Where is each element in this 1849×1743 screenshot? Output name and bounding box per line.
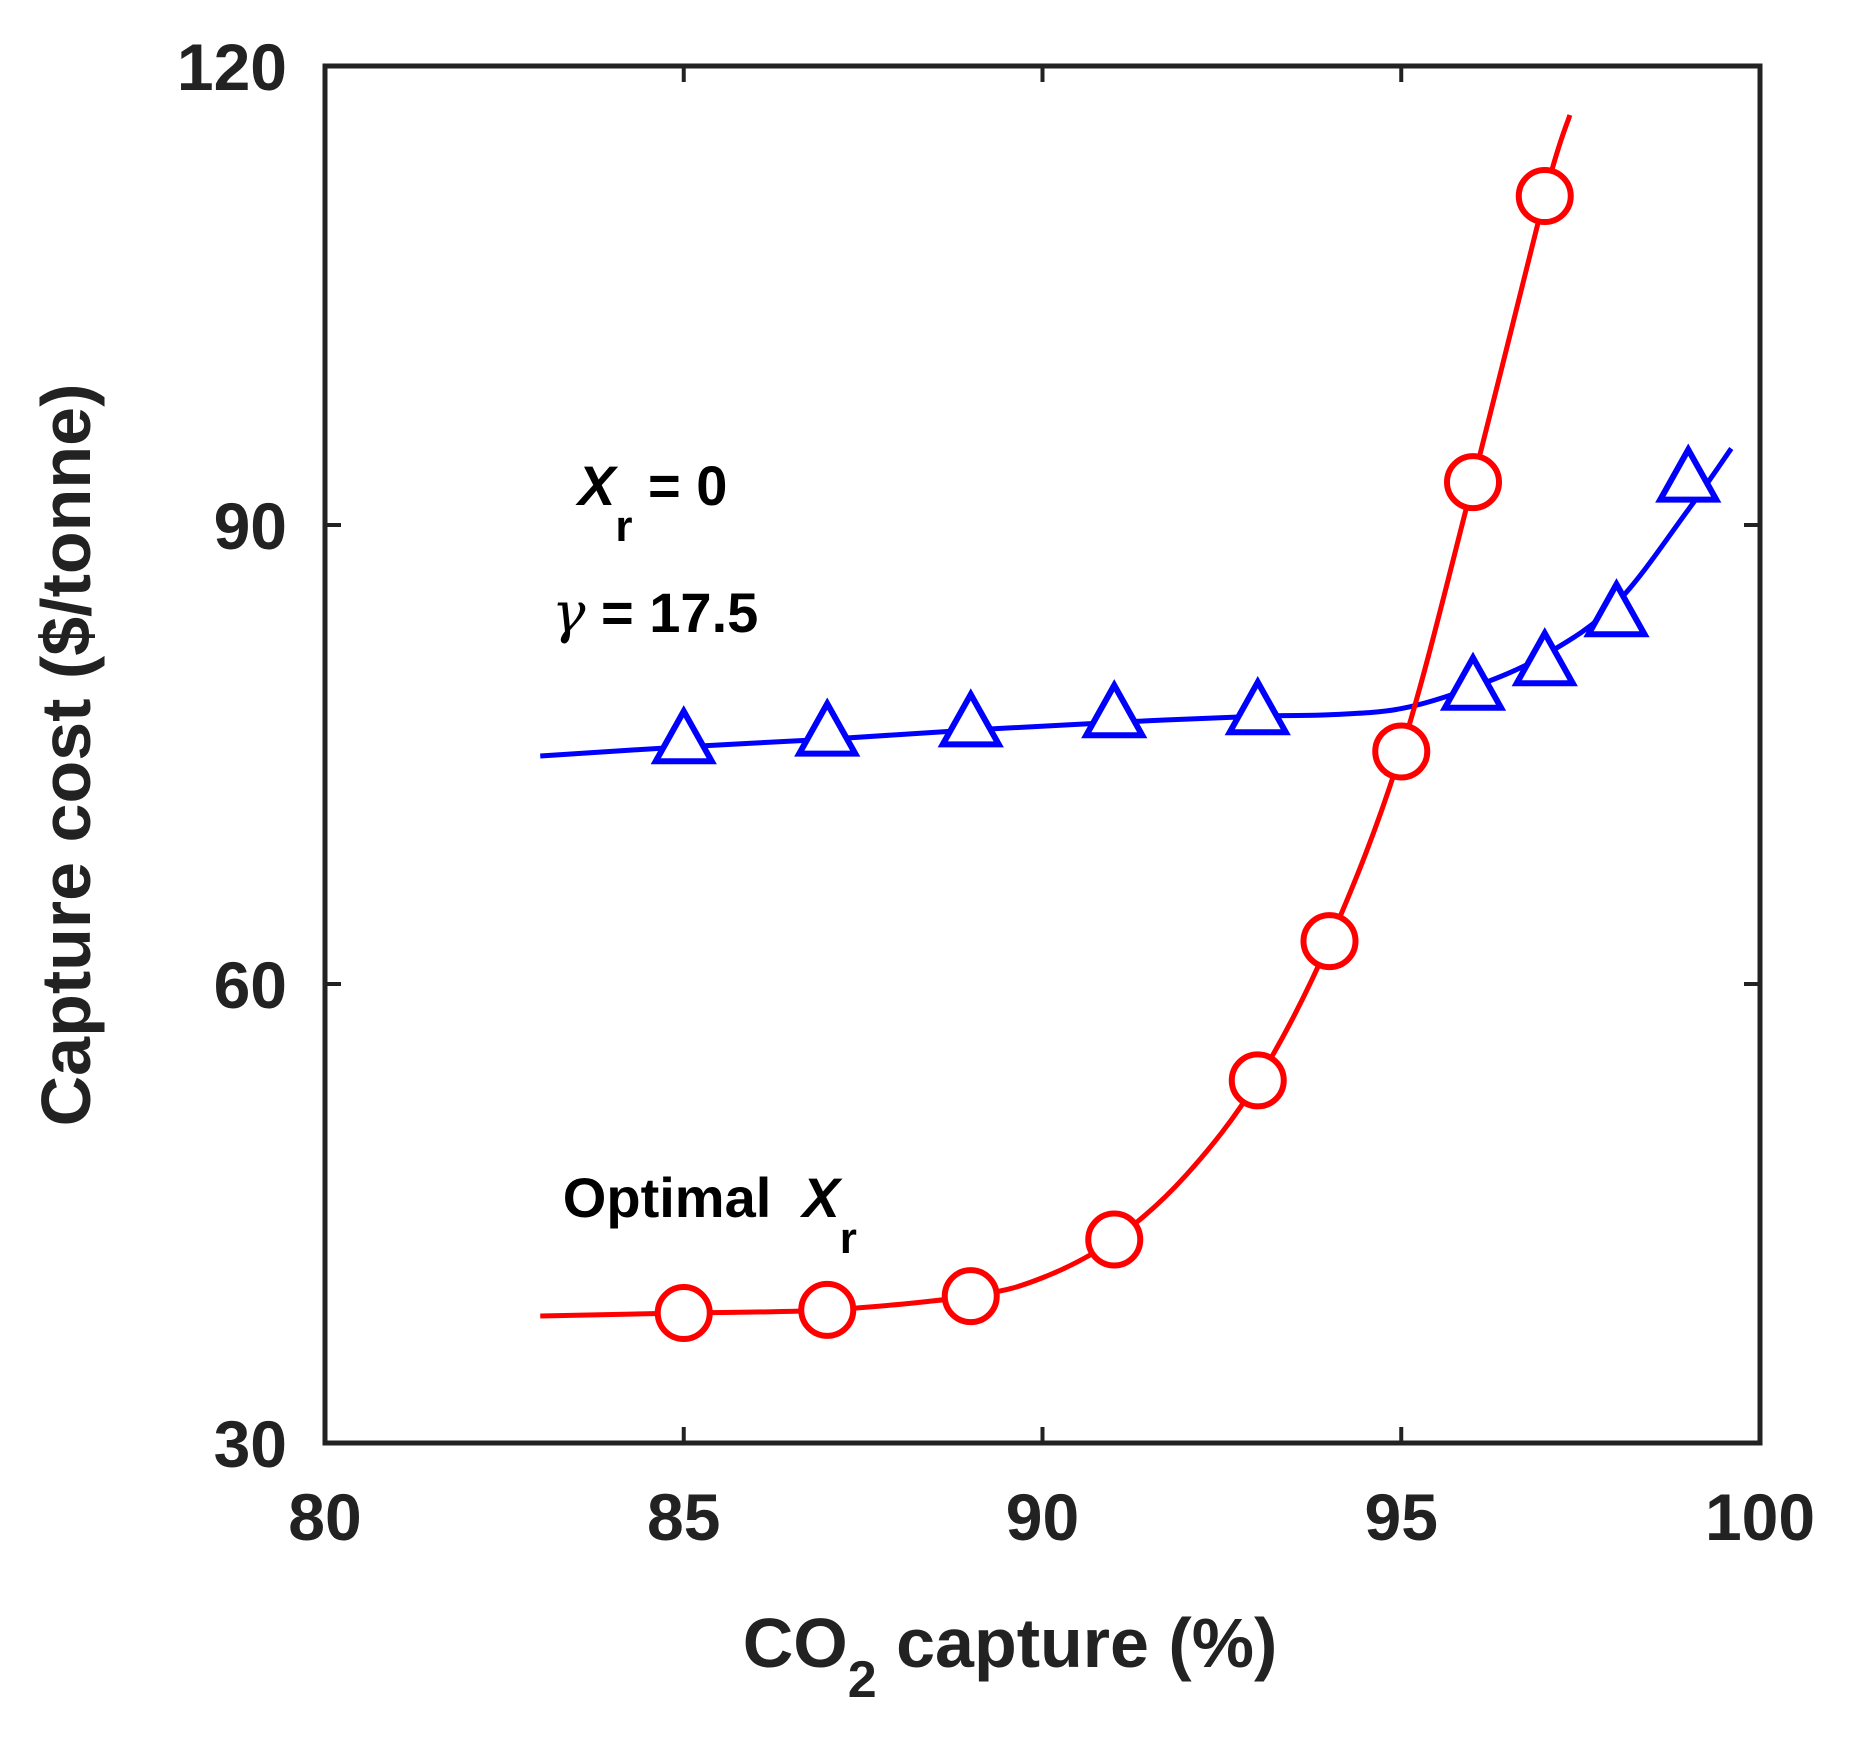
data-point-circle <box>1444 453 1502 512</box>
annotation-optimal-xr: Optimal Xr <box>485 1166 904 1265</box>
x-axis-title-rest: capture (%) <box>877 1604 1278 1682</box>
annotation-gamma-symbol: γ <box>552 581 586 646</box>
x-tick-label: 95 <box>1365 1480 1438 1554</box>
data-point-circle <box>1085 1210 1144 1269</box>
data-point-circle <box>1300 912 1359 971</box>
y-tick-label: 120 <box>177 30 287 104</box>
y-tick-label: 30 <box>214 1407 287 1481</box>
series-layer <box>540 114 1734 1342</box>
data-point-triangle <box>1655 443 1722 503</box>
data-point-triangle <box>1224 676 1291 736</box>
series-group <box>540 443 1734 765</box>
annotation-xr-value: = 0 <box>632 454 727 517</box>
x-axis-title: CO2 capture (%) <box>743 1604 1278 1709</box>
data-point-circle <box>1515 167 1574 226</box>
data-point-triangle <box>937 688 1004 748</box>
data-point-circle <box>654 1283 713 1342</box>
annotation-xr-symbol: X <box>575 454 619 517</box>
data-point-circle <box>798 1280 857 1339</box>
data-point-circle <box>941 1267 1000 1326</box>
x-tick-label: 100 <box>1705 1480 1815 1554</box>
annotation-gamma: γ = 17.5 <box>552 581 758 646</box>
y-tick-label: 90 <box>214 489 287 563</box>
x-tick-label: 85 <box>647 1480 720 1554</box>
data-point-triangle <box>1081 679 1148 739</box>
annotation-xr-zero: Xr = 0 <box>575 454 727 551</box>
data-point-circle <box>1372 722 1431 781</box>
annotation-optimal-subscript: r <box>840 1214 857 1263</box>
data-point-triangle <box>650 705 717 765</box>
data-point-circle <box>1228 1051 1287 1110</box>
y-tick-label: 60 <box>214 948 287 1022</box>
annotation-xr-subscript: r <box>615 502 632 551</box>
data-point-triangle <box>1439 651 1507 711</box>
data-point-triangle <box>1583 578 1650 638</box>
x-axis-title-subscript: 2 <box>848 1651 877 1709</box>
tick-layer: 80 85 90 95 100 30 60 90 120 <box>177 30 1815 1554</box>
x-tick-label: 80 <box>288 1480 361 1554</box>
data-point-triangle <box>1511 627 1578 687</box>
data-point-triangle <box>794 697 861 757</box>
annotation-gamma-value: = 17.5 <box>585 581 758 644</box>
y-axis-title: Capture cost ($/tonne) <box>27 384 105 1127</box>
series-group <box>540 114 1574 1342</box>
annotation-optimal-prefix: Optimal <box>563 1166 803 1229</box>
x-axis-title-main: CO <box>743 1604 848 1682</box>
annotation-optimal-symbol: X <box>799 1166 843 1229</box>
x-tick-label: 90 <box>1006 1480 1079 1554</box>
